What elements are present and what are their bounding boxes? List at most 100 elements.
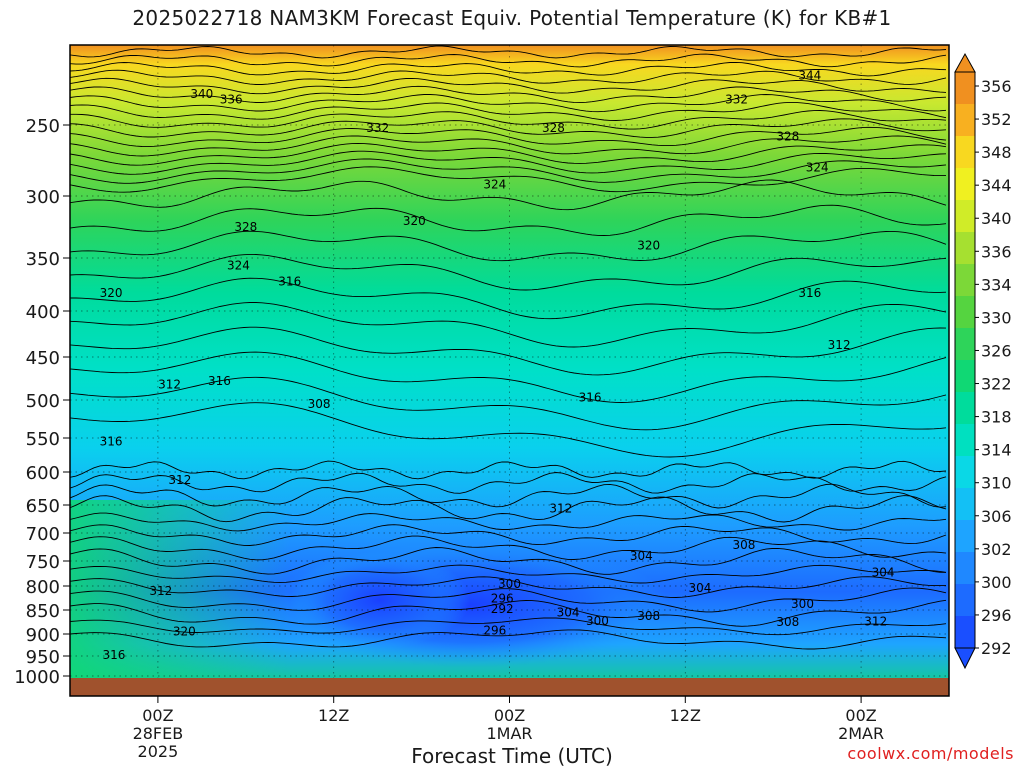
contour-label: 340 [190, 87, 213, 101]
colorbar-label: 330 [981, 308, 1012, 327]
contour-label: 308 [637, 609, 660, 623]
y-tick-label: 450 [26, 348, 60, 369]
colorbar-swatch [955, 136, 975, 169]
contour-label: 300 [791, 597, 814, 611]
x-tick-date: 2MAR [838, 724, 884, 743]
contour-label: 320 [403, 214, 426, 228]
contour-line [70, 118, 947, 138]
contour-label: 312 [864, 615, 887, 629]
colorbar-swatch [955, 232, 975, 265]
y-tick-label: 750 [26, 552, 60, 573]
contour-label: 316 [102, 648, 125, 662]
colorbar-label: 326 [981, 341, 1012, 360]
colorbar-swatch [955, 584, 975, 617]
contour-label: 332 [366, 121, 389, 135]
colorbar-swatch [955, 200, 975, 233]
contour-line [70, 277, 947, 320]
colorbar-label: 306 [981, 507, 1012, 526]
contour-line [70, 179, 947, 211]
contour-label: 316 [798, 286, 821, 300]
colorbar-swatch [955, 456, 975, 489]
colorbar-swatch [955, 488, 975, 521]
y-tick-label: 900 [26, 625, 60, 646]
contour-label: 332 [725, 92, 748, 106]
colorbar-swatch [955, 552, 975, 585]
y-tick-label: 950 [26, 647, 60, 668]
contour-label: 300 [498, 577, 521, 591]
contour-label: 316 [579, 390, 602, 404]
colorbar-bottom-arrow [954, 647, 976, 670]
colorbar-label: 322 [981, 375, 1012, 394]
x-axis-title: Forecast Time (UTC) [411, 744, 613, 768]
colorbar-label: 300 [981, 573, 1012, 592]
x-tick-date: 28FEB [133, 724, 184, 743]
colorbar-frame [954, 71, 976, 649]
contour-label: 316 [100, 434, 123, 448]
contour-label: 312 [828, 338, 851, 352]
ground-bar [70, 678, 949, 696]
x-tick-year: 2025 [138, 742, 179, 761]
colorbar-label: 296 [981, 606, 1012, 625]
contour-label: 308 [776, 615, 799, 629]
colorbar-label: 302 [981, 540, 1012, 559]
colorbar-label: 314 [981, 441, 1012, 460]
contour-line [70, 376, 947, 431]
contour-line [70, 45, 947, 59]
contour-line [70, 94, 947, 113]
contour-line [70, 143, 947, 166]
contour-label: 308 [308, 397, 331, 411]
contour-line [70, 150, 947, 175]
contour-line [70, 402, 947, 458]
contour-line [70, 61, 947, 77]
contour-line [70, 77, 947, 95]
colorbar-swatch [955, 72, 975, 105]
cold-core-west [290, 552, 470, 648]
contour-line [70, 495, 947, 523]
plot-area: 344 340 336 332 328 332 328 324 324 320 328 324 316 3… [70, 45, 949, 696]
contour-label: 308 [732, 538, 755, 552]
contour-line [70, 204, 947, 236]
colorbar-swatch [955, 104, 975, 137]
contour-line [70, 599, 947, 627]
contour-line [70, 535, 947, 561]
colorbar-swatch [955, 520, 975, 553]
colorbar-swatch [955, 392, 975, 425]
contour-line [70, 483, 947, 509]
y-tick-label: 850 [26, 601, 60, 622]
colorbar-label: 318 [981, 408, 1012, 427]
contour-label: 300 [586, 614, 609, 628]
contour-line [70, 629, 947, 650]
contour-line [70, 253, 947, 291]
y-tick-label: 250 [26, 116, 60, 137]
y-tick-label: 600 [26, 463, 60, 484]
contour-label: 316 [278, 274, 301, 288]
contour-line [70, 166, 946, 193]
x-tick-date: 1MAR [486, 724, 532, 743]
contour-label: 328 [542, 121, 565, 135]
contour-label: 292 [491, 602, 514, 616]
colorbar-label: 334 [981, 275, 1012, 294]
contour-label: 324 [483, 178, 506, 192]
contour-label: 304 [872, 566, 895, 580]
contour-line [70, 110, 947, 130]
y-tick-label: 650 [26, 496, 60, 517]
contour-line [70, 587, 947, 613]
contour-label: 328 [776, 129, 799, 143]
contour-line [70, 460, 947, 480]
contour-label: 324 [806, 161, 829, 175]
y-axis: 250 300 350 400 450 500 550 600 650 700 750 800 850 9… [14, 116, 70, 688]
colorbar-swatch [955, 264, 975, 297]
contour-line [70, 101, 947, 121]
colorbar-label: 336 [981, 242, 1012, 261]
colorbar-swatch [955, 296, 975, 329]
contour-label: 312 [549, 501, 572, 515]
y-tick-label: 800 [26, 577, 60, 598]
colorbar-swatch [955, 168, 975, 201]
colorbar-swatch [955, 616, 975, 649]
x-tick-label: 00Z [845, 706, 876, 725]
colorbar-label: 310 [981, 474, 1012, 493]
credit-link[interactable]: coolwx.com/models [847, 744, 1014, 763]
contour-line [70, 158, 947, 184]
y-tick-label: 550 [26, 429, 60, 450]
